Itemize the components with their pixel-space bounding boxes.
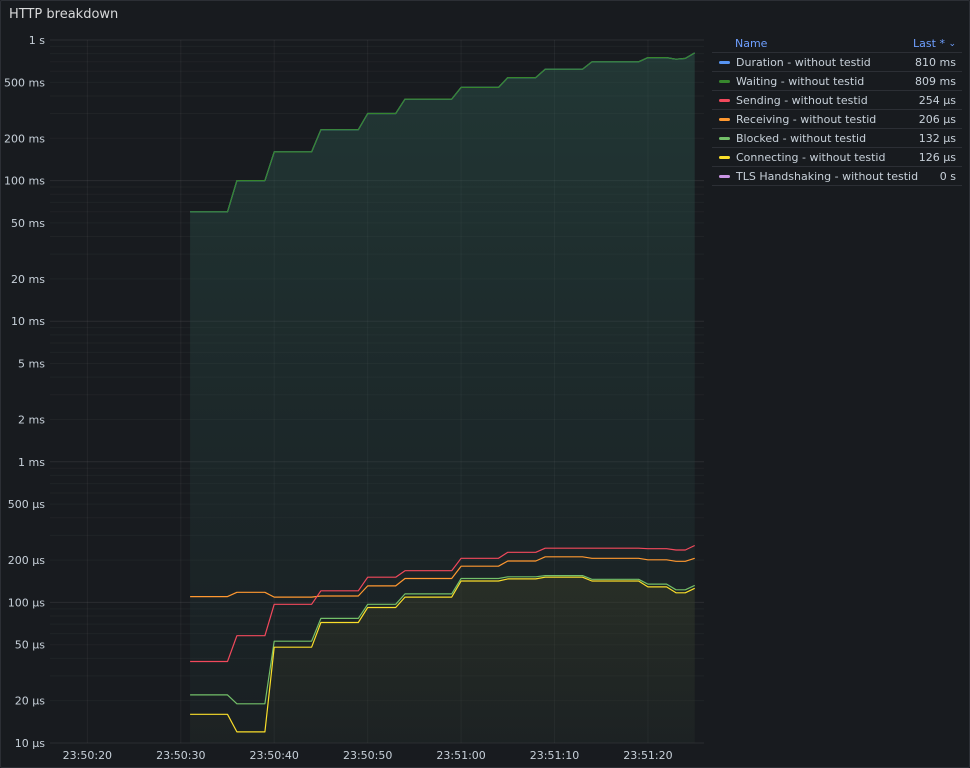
- y-tick-label: 10 µs: [15, 737, 45, 750]
- legend-last-header[interactable]: Last * ⌄: [913, 36, 956, 50]
- y-tick-label: 2 ms: [18, 413, 45, 426]
- x-tick-label: 23:50:50: [343, 749, 392, 762]
- series-line-1: [190, 52, 696, 213]
- y-tick-label: 20 µs: [15, 695, 45, 708]
- legend-item[interactable]: Duration - without testid 810 ms: [712, 53, 962, 72]
- legend-swatch: [719, 60, 730, 64]
- y-tick-label: 1 s: [29, 34, 45, 47]
- series-line-3: [190, 556, 695, 598]
- legend-last-value: 206 µs: [918, 112, 956, 126]
- legend-item[interactable]: Receiving - without testid 206 µs: [712, 110, 962, 129]
- legend-series-name: Duration - without testid: [736, 55, 871, 69]
- legend-last-value: 0 s: [939, 169, 956, 183]
- legend-item[interactable]: Waiting - without testid 809 ms: [712, 72, 962, 91]
- legend-series-name: Blocked - without testid: [736, 131, 867, 145]
- series-lines: [190, 52, 696, 733]
- y-tick-label: 200 µs: [8, 554, 45, 567]
- legend-swatch: [719, 79, 730, 83]
- series-line-2: [190, 544, 695, 663]
- legend-last-value: 254 µs: [918, 93, 956, 107]
- y-tick-label: 500 ms: [4, 76, 45, 89]
- y-tick-label: 100 µs: [8, 596, 45, 609]
- legend-swatch: [719, 98, 730, 102]
- y-tick-label: 20 ms: [11, 273, 45, 286]
- y-tick-label: 50 µs: [15, 639, 45, 652]
- legend-series-name: Sending - without testid: [736, 93, 868, 107]
- x-axis: 23:50:20 23:50:30 23:50:40 23:50:50 23:51:00…: [63, 749, 673, 762]
- legend-last-value: 809 ms: [915, 74, 956, 88]
- series-line-5: [190, 576, 695, 733]
- legend-swatch: [719, 117, 730, 121]
- legend-swatch: [719, 174, 730, 178]
- x-tick-label: 23:50:40: [250, 749, 299, 762]
- x-tick-label: 23:51:20: [623, 749, 672, 762]
- y-tick-label: 50 ms: [11, 217, 45, 230]
- legend-last-value: 132 µs: [918, 131, 956, 145]
- y-axis: 1 s 500 ms 200 ms 100 ms 50 ms 20 ms 10 ms 5 ms…: [4, 34, 45, 750]
- legend-series-name: Connecting - without testid: [736, 150, 886, 164]
- y-tick-label: 500 µs: [8, 498, 45, 511]
- legend: Name Last * ⌄ Duration - without testid 8…: [712, 34, 962, 186]
- x-tick-label: 23:51:10: [530, 749, 579, 762]
- y-tick-label: 100 ms: [4, 175, 45, 188]
- chevron-down-icon[interactable]: ⌄: [948, 38, 956, 49]
- legend-item[interactable]: TLS Handshaking - without testid 0 s: [712, 167, 962, 186]
- legend-series-name: Receiving - without testid: [736, 112, 877, 126]
- legend-item[interactable]: Blocked - without testid 132 µs: [712, 129, 962, 148]
- x-tick-label: 23:50:20: [63, 749, 112, 762]
- y-tick-label: 10 ms: [11, 315, 45, 328]
- legend-last-value: 810 ms: [915, 55, 956, 69]
- legend-swatch: [719, 136, 730, 140]
- x-tick-label: 23:50:30: [156, 749, 205, 762]
- legend-series-name: TLS Handshaking - without testid: [736, 169, 919, 183]
- series-line-4: [190, 575, 695, 705]
- y-tick-label: 1 ms: [18, 456, 45, 469]
- series-fill-1: [190, 52, 695, 743]
- x-tick-label: 23:51:00: [436, 749, 485, 762]
- series-fills: [190, 52, 695, 743]
- legend-header: Name Last * ⌄: [712, 34, 962, 53]
- y-tick-label: 200 ms: [4, 132, 45, 145]
- legend-item[interactable]: Sending - without testid 254 µs: [712, 91, 962, 110]
- legend-item[interactable]: Connecting - without testid 126 µs: [712, 148, 962, 167]
- legend-swatch: [719, 155, 730, 159]
- legend-series-name: Waiting - without testid: [736, 74, 865, 88]
- y-tick-label: 5 ms: [18, 358, 45, 371]
- legend-name-header[interactable]: Name: [735, 36, 768, 50]
- panel-title[interactable]: HTTP breakdown: [9, 7, 119, 22]
- legend-last-value: 126 µs: [918, 150, 956, 164]
